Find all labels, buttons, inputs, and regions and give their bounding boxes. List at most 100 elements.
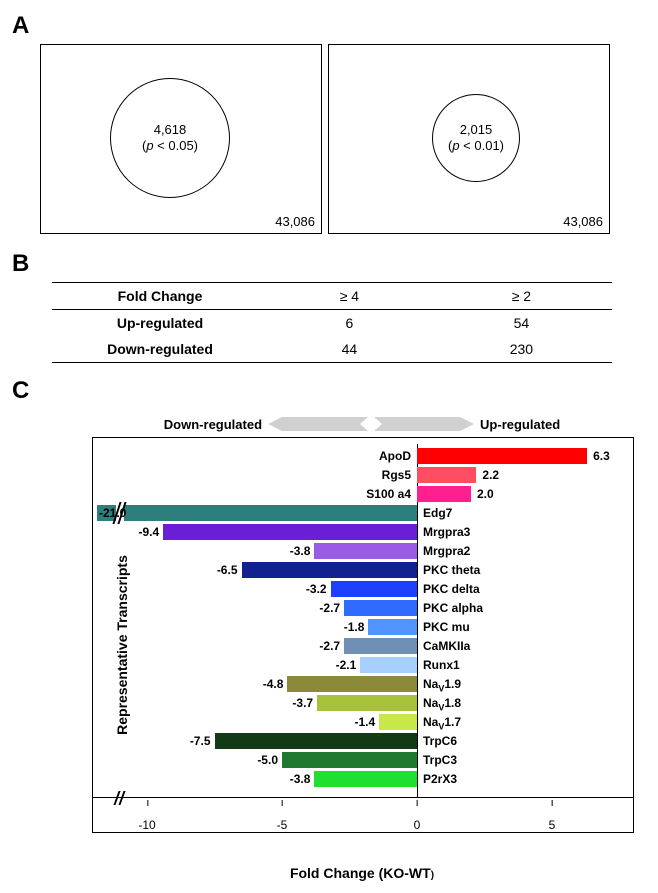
bar-row: PKC delta-3.2 bbox=[93, 581, 633, 597]
bar bbox=[360, 657, 417, 673]
venn-circle-0: 4,618 (p < 0.05) bbox=[110, 78, 230, 198]
up-regulated-label: Up-regulated bbox=[480, 417, 560, 432]
venn-box-1: 2,015 (p < 0.01) 43,086 bbox=[328, 44, 610, 234]
venn-count-0: 4,618 bbox=[154, 122, 187, 138]
x-axis-label: Fold Change (KO-WT) bbox=[92, 865, 632, 881]
axis-break-icon bbox=[114, 791, 126, 805]
bar bbox=[97, 505, 417, 521]
bar-value: -4.8 bbox=[263, 677, 284, 691]
gene-label: Runx1 bbox=[423, 658, 460, 672]
bar bbox=[417, 486, 471, 502]
direction-arrows: Down-regulated Up-regulated bbox=[92, 413, 632, 435]
bar-row: PKC alpha -2.7 bbox=[93, 600, 633, 616]
bar bbox=[317, 695, 417, 711]
x-axis-label-suffix: ) bbox=[431, 870, 434, 881]
gene-label: CaMKIIa bbox=[423, 639, 470, 653]
bar bbox=[368, 619, 417, 635]
gene-label: Mrgpra2 bbox=[423, 544, 470, 558]
bar bbox=[344, 638, 417, 654]
bar-row: P2rX3 -3.8 bbox=[93, 771, 633, 787]
bar-row: Edg7-21.0 bbox=[93, 505, 633, 521]
bar-value: 6.3 bbox=[593, 449, 610, 463]
table-header-2: ≥ 2 bbox=[431, 283, 612, 310]
venn-count-1: 2,015 bbox=[460, 122, 493, 138]
x-tick: -10 bbox=[138, 818, 155, 832]
table-header-1: ≥ 4 bbox=[268, 283, 431, 310]
gene-label: Mrgpra3 bbox=[423, 525, 470, 539]
x-axis-label-prefix: Fold Change (KO-WT bbox=[290, 865, 431, 881]
bar-value: -5.0 bbox=[257, 753, 278, 767]
bar bbox=[314, 771, 417, 787]
panel-b-label: B bbox=[12, 250, 646, 278]
bar-row: CaMKIIa -2.7 bbox=[93, 638, 633, 654]
bar-value: -9.4 bbox=[139, 525, 160, 539]
gene-label: Rgs5 bbox=[382, 468, 411, 482]
bar-row: PKC mu -1.8 bbox=[93, 619, 633, 635]
bar-value: -2.7 bbox=[319, 639, 340, 653]
gene-label: S100 a4 bbox=[366, 487, 411, 501]
bar-row: Rgs5 2.2 bbox=[93, 467, 633, 483]
bar-row: Runx1 -2.1 bbox=[93, 657, 633, 673]
bar-value: 2.2 bbox=[482, 468, 499, 482]
bar-value: -3.8 bbox=[290, 772, 311, 786]
bar bbox=[331, 581, 417, 597]
x-tick: 0 bbox=[414, 818, 421, 832]
gene-label: P2rX3 bbox=[423, 772, 457, 786]
fold-change-table: Fold Change ≥ 4 ≥ 2 Up-regulated 6 54 Do… bbox=[52, 282, 612, 363]
gene-label: PKC alpha bbox=[423, 601, 483, 615]
table-cell: 6 bbox=[268, 310, 431, 337]
gene-label: PKC theta bbox=[423, 563, 480, 577]
bar bbox=[379, 714, 417, 730]
bar-row: ApoD 6.3 bbox=[93, 448, 633, 464]
bar-row: TrpC3 -5.0 bbox=[93, 752, 633, 768]
panel-c-label: C bbox=[12, 377, 646, 405]
bar-chart: Down-regulated Up-regulated Representati… bbox=[40, 409, 638, 881]
bar-row: NaV1.9 -4.8 bbox=[93, 676, 633, 692]
gene-label: PKC mu bbox=[423, 620, 470, 634]
bar bbox=[163, 524, 417, 540]
down-regulated-label: Down-regulated bbox=[164, 417, 262, 432]
bar-row: NaV1.8 -3.7 bbox=[93, 695, 633, 711]
bar-value: -1.8 bbox=[344, 620, 365, 634]
bar bbox=[242, 562, 418, 578]
bar-value: 2.0 bbox=[477, 487, 494, 501]
bar bbox=[287, 676, 417, 692]
venn-p-0: (p < 0.05) bbox=[142, 138, 198, 154]
bar-value: -3.8 bbox=[290, 544, 311, 558]
gene-label: NaV1.9 bbox=[423, 677, 461, 693]
bar bbox=[344, 600, 417, 616]
bar bbox=[215, 733, 418, 749]
bar bbox=[417, 467, 476, 483]
gene-label: NaV1.8 bbox=[423, 696, 461, 712]
table-header-row: Fold Change ≥ 4 ≥ 2 bbox=[52, 283, 612, 310]
venn-box-0: 4,618 (p < 0.05) 43,086 bbox=[40, 44, 322, 234]
bar-value: -21.0 bbox=[99, 506, 126, 520]
table-cell: 44 bbox=[268, 336, 431, 363]
bar-value: -2.1 bbox=[336, 658, 357, 672]
x-tick: -5 bbox=[277, 818, 288, 832]
panel-a: 4,618 (p < 0.05) 43,086 2,015 (p < 0.01)… bbox=[40, 44, 646, 234]
bar-value: -3.7 bbox=[292, 696, 313, 710]
venn-p-1: (p < 0.01) bbox=[448, 138, 504, 154]
venn-circle-1: 2,015 (p < 0.01) bbox=[432, 94, 520, 182]
arrow-right-icon bbox=[374, 417, 474, 431]
panel-a-label: A bbox=[12, 12, 646, 40]
gene-label: TrpC3 bbox=[423, 753, 457, 767]
bar-value: -1.4 bbox=[355, 715, 376, 729]
plot-area: -10-505ApoD6.3Rgs52.2S100 a42.0Edg7-21.0… bbox=[92, 437, 634, 833]
gene-label: NaV1.7 bbox=[423, 715, 461, 731]
bar-value: -2.7 bbox=[319, 601, 340, 615]
x-axis-line bbox=[93, 797, 633, 798]
bar-row: Mrgpra3 -9.4 bbox=[93, 524, 633, 540]
table-cell: Up-regulated bbox=[52, 310, 268, 337]
venn-total-1: 43,086 bbox=[563, 214, 603, 229]
bar-value: -7.5 bbox=[190, 734, 211, 748]
venn-total-0: 43,086 bbox=[275, 214, 315, 229]
bar-value: -6.5 bbox=[217, 563, 238, 577]
arrow-left-icon bbox=[268, 417, 368, 431]
gene-label: PKC delta bbox=[423, 582, 480, 596]
table-header-0: Fold Change bbox=[52, 283, 268, 310]
gene-label: ApoD bbox=[379, 449, 411, 463]
bar-row: TrpC6-7.5 bbox=[93, 733, 633, 749]
bar-row: S100 a4 2.0 bbox=[93, 486, 633, 502]
